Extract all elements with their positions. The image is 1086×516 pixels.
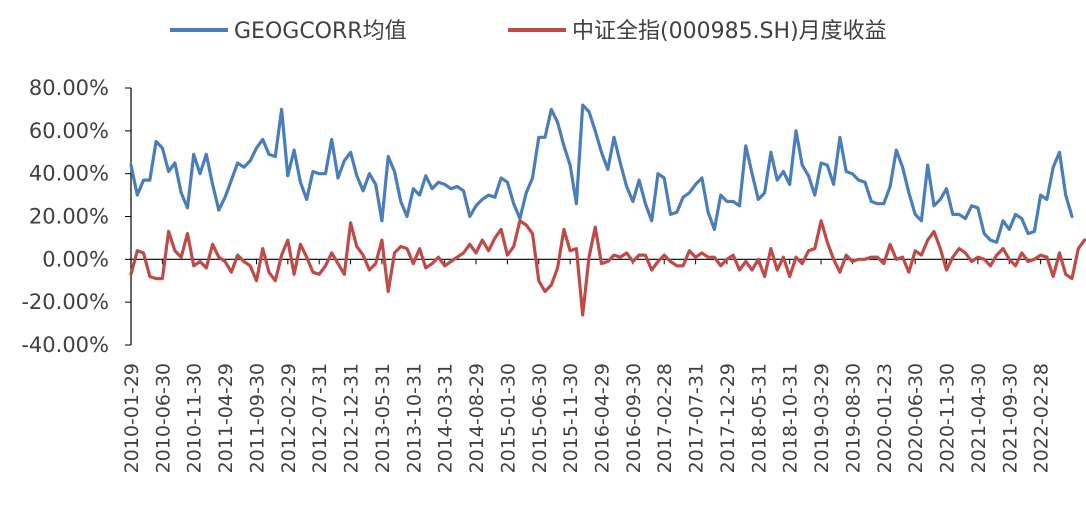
x-tick-label: 2016-09-30	[623, 363, 645, 473]
x-tick-label: 2020-01-23	[874, 363, 896, 473]
legend-label-geogcorr: GEOGCORR均值	[234, 19, 407, 44]
x-tick-label: 2014-08-29	[466, 363, 488, 473]
x-tick-label: 2017-07-31	[686, 363, 708, 473]
x-tick-label: 2011-09-30	[246, 363, 268, 473]
series-line-1	[129, 219, 1086, 317]
x-tick-label: 2020-11-30	[937, 363, 959, 473]
x-tick-label: 2021-04-30	[968, 363, 990, 473]
legend: GEOGCORR均值 中证全指(000985.SH)月度收益	[170, 19, 887, 44]
x-tick-label: 2015-01-30	[497, 363, 519, 473]
x-tick-label: 2016-04-29	[592, 363, 614, 473]
x-axis: 2010-01-29 2010-06-30 2010-11-30 2011-04-29…	[121, 258, 1072, 473]
y-tick-label: -20.00%	[21, 290, 109, 314]
legend-item-geogcorr: GEOGCORR均值	[170, 19, 407, 44]
y-tick-label: 80.00%	[29, 76, 109, 100]
x-tick-label: 2017-02-28	[654, 363, 676, 473]
x-tick-label: 2011-04-29	[215, 363, 237, 473]
x-tick-label: 2015-06-30	[529, 363, 551, 473]
y-tick-label: 0.00%	[42, 247, 109, 271]
x-tick-label: 2012-12-31	[341, 363, 363, 473]
x-tick-label: 2020-06-30	[905, 363, 927, 473]
x-tick-label: 2018-10-31	[780, 363, 802, 473]
series-layer	[129, 103, 1086, 317]
legend-item-csi-all-share: 中证全指(000985.SH)月度收益	[508, 19, 887, 44]
x-tick-label: 2017-12-29	[717, 363, 739, 473]
x-tick-label: 2018-05-31	[748, 363, 770, 473]
series-line-0	[129, 103, 1074, 244]
y-tick-label: 20.00%	[29, 205, 109, 229]
y-tick-label: -40.00%	[21, 333, 109, 357]
x-tick-label: 2010-11-30	[184, 363, 206, 473]
x-tick-label: 2014-03-31	[435, 363, 457, 473]
y-axis: -40.00% -20.00% 0.00% 20.00% 40.00% 60.00% 80.…	[21, 76, 132, 357]
y-tick-label: 40.00%	[29, 162, 109, 186]
x-tick-label: 2013-05-31	[372, 363, 394, 473]
x-tick-label: 2010-06-30	[152, 363, 174, 473]
y-tick-label: 60.00%	[29, 119, 109, 143]
x-tick-label: 2013-10-31	[403, 363, 425, 473]
x-tick-label: 2015-11-30	[560, 363, 582, 473]
x-tick-label: 2022-02-28	[1031, 363, 1053, 473]
x-tick-label: 2021-09-30	[999, 363, 1021, 473]
legend-label-csi-all-share: 中证全指(000985.SH)月度收益	[572, 19, 887, 44]
x-tick-label: 2019-08-30	[842, 363, 864, 473]
x-tick-label: 2010-01-29	[121, 363, 143, 473]
x-tick-label: 2019-03-29	[811, 363, 833, 473]
x-tick-label: 2012-02-29	[278, 363, 300, 473]
x-tick-label: 2012-07-31	[309, 363, 331, 473]
